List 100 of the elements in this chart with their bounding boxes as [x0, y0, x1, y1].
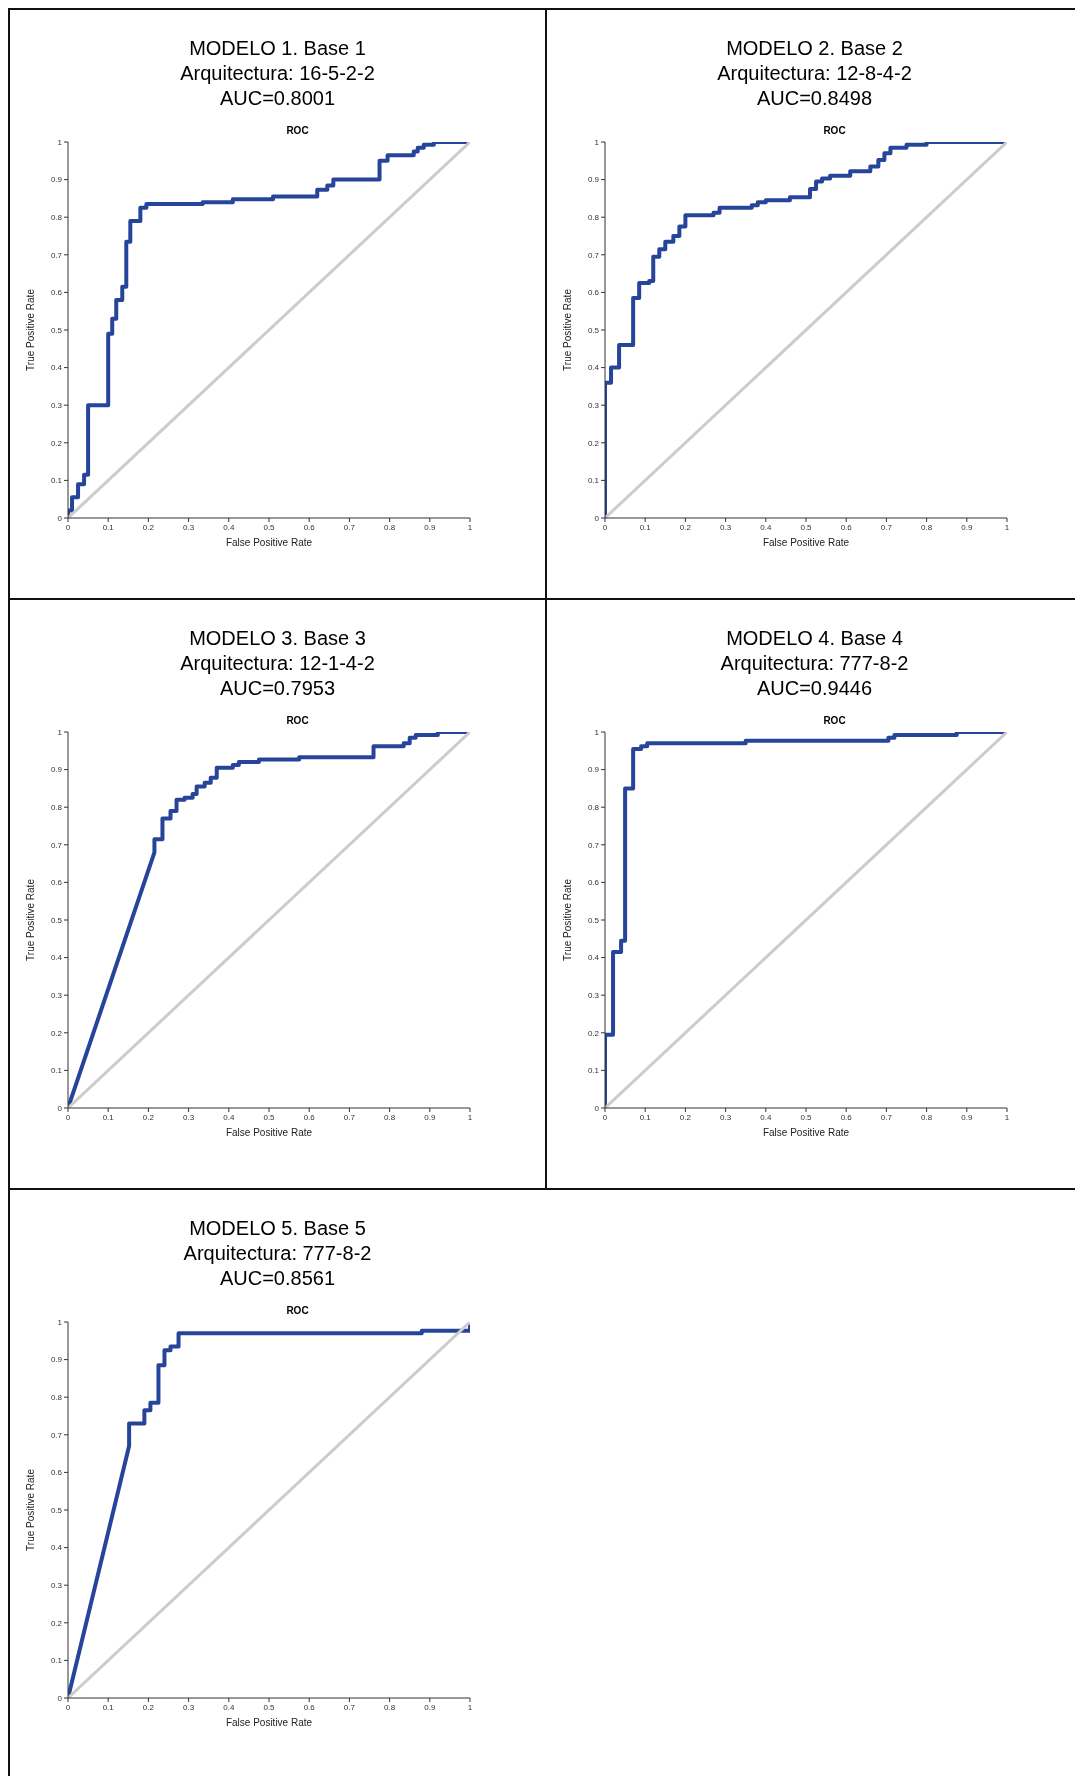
y-tick-label: 1 [57, 1317, 63, 1327]
x-tick-label: 1 [1004, 1112, 1010, 1122]
y-tick-label: 0.7 [587, 840, 600, 850]
y-tick-label: 0.1 [587, 1066, 600, 1076]
y-tick-label: 0.6 [587, 288, 600, 298]
y-axis-title: True Positive Rate [561, 288, 573, 371]
y-tick-label: 0.6 [587, 878, 600, 888]
y-axis-title: True Positive Rate [24, 1468, 36, 1551]
y-tick-label: 0.3 [50, 1581, 63, 1591]
y-tick-label: 0.2 [50, 1028, 63, 1038]
y-tick-label: 0.1 [50, 1656, 63, 1666]
x-tick-label: 0.2 [142, 1112, 155, 1122]
x-tick-label: 0.3 [720, 1112, 732, 1122]
y-tick-label: 0.5 [50, 915, 63, 925]
y-tick-label: 0.4 [50, 1543, 63, 1553]
y-tick-label: 1 [594, 727, 600, 737]
y-axis-title: True Positive Rate [561, 878, 573, 961]
text: AUC=0.8561 [218, 1266, 337, 1291]
x-tick-label: 0.9 [424, 1112, 436, 1122]
x-tick-label: 0.8 [921, 1112, 933, 1122]
x-tick-label: 0.2 [679, 1112, 692, 1122]
y-tick-label: 0.7 [50, 840, 63, 850]
y-tick-label: 0.5 [587, 915, 600, 925]
text: ROC [822, 125, 847, 136]
y-tick-label: 0.6 [50, 288, 63, 298]
y-tick-label: 0.2 [50, 1618, 63, 1628]
y-tick-label: 0.1 [50, 1066, 63, 1076]
chart-subtitle: Arquitectura: 777-8-2 [719, 651, 910, 676]
x-tick-label: 0.3 [183, 522, 195, 532]
chart-title: MODELO 2. Base 2 [725, 36, 904, 61]
y-tick-label: 0 [594, 513, 600, 523]
y-tick-label: 0.4 [50, 953, 63, 963]
y-tick-label: 0.5 [50, 325, 63, 335]
x-tick-label: 0 [65, 1702, 71, 1712]
y-tick-label: 0.6 [50, 878, 63, 888]
y-tick-label: 0.9 [50, 175, 63, 185]
y-tick-label: 0.8 [587, 803, 600, 813]
chart-title: MODELO 1. Base 1 [188, 36, 367, 61]
x-tick-label: 0.1 [102, 1702, 115, 1712]
x-tick-label: 0.1 [102, 1112, 115, 1122]
x-tick-label: 0.5 [263, 522, 276, 532]
x-tick-label: 0.1 [639, 522, 652, 532]
y-tick-label: 0.2 [587, 1028, 600, 1038]
x-tick-label: 0 [65, 522, 71, 532]
chart-subtitle: Arquitectura: 777-8-2 [182, 1241, 373, 1266]
x-tick-label: 0.3 [720, 522, 732, 532]
x-tick-label: 0.3 [183, 1112, 195, 1122]
x-tick-label: 0.6 [303, 1702, 316, 1712]
x-tick-label: 0.8 [921, 522, 933, 532]
x-tick-label: 1 [1004, 522, 1010, 532]
y-tick-label: 0.7 [50, 1430, 63, 1440]
y-tick-label: 0.2 [587, 438, 600, 448]
x-tick-label: 0 [65, 1112, 71, 1122]
x-tick-label: 0.2 [142, 1702, 155, 1712]
y-tick-label: 0.9 [587, 765, 600, 775]
x-tick-label: 0.8 [384, 522, 396, 532]
y-tick-label: 1 [594, 137, 600, 147]
y-tick-label: 0.4 [587, 363, 600, 373]
x-tick-label: 0.9 [961, 1112, 973, 1122]
x-tick-label: 0.5 [800, 522, 813, 532]
text: AUC=0.8001 [218, 86, 337, 111]
x-tick-label: 0.4 [760, 1112, 772, 1122]
chart-subtitle: Arquitectura: 12-8-4-2 [716, 61, 913, 86]
y-tick-label: 1 [57, 137, 63, 147]
y-tick-label: 0.9 [50, 765, 63, 775]
x-tick-label: 0.9 [961, 522, 973, 532]
x-tick-label: 0.2 [679, 522, 692, 532]
x-tick-label: 0.9 [424, 1702, 436, 1712]
y-tick-label: 0.8 [50, 213, 63, 223]
y-tick-label: 0.6 [50, 1468, 63, 1478]
x-tick-label: 0.6 [840, 1112, 853, 1122]
text: ROC [285, 1305, 310, 1316]
y-tick-label: 0.7 [587, 250, 600, 260]
y-tick-label: 0 [57, 1103, 63, 1113]
x-tick-label: 1 [467, 1112, 473, 1122]
x-tick-label: 0.5 [263, 1112, 276, 1122]
x-tick-label: 0.3 [183, 1702, 195, 1712]
x-tick-label: 0 [602, 1112, 608, 1122]
x-tick-label: 0.9 [424, 522, 436, 532]
x-tick-label: 0.7 [343, 522, 356, 532]
x-tick-label: 0.2 [142, 522, 155, 532]
x-tick-label: 0.6 [303, 1112, 316, 1122]
y-tick-label: 0 [594, 1103, 600, 1113]
x-tick-label: 0.8 [384, 1112, 396, 1122]
chart-subtitle: Arquitectura: 12-1-4-2 [179, 651, 376, 676]
y-tick-label: 1 [57, 727, 63, 737]
y-tick-label: 0.2 [50, 438, 63, 448]
x-tick-label: 1 [467, 1702, 473, 1712]
x-axis-title: False Positive Rate [225, 1717, 313, 1728]
x-tick-label: 0.5 [800, 1112, 813, 1122]
x-axis-title: False Positive Rate [762, 1127, 850, 1138]
x-tick-label: 0.4 [223, 1112, 235, 1122]
x-tick-label: 0.8 [384, 1702, 396, 1712]
text: AUC=0.8498 [755, 86, 874, 111]
x-tick-label: 0.5 [263, 1702, 276, 1712]
chart-title: MODELO 3. Base 3 [188, 626, 367, 651]
y-axis-title: True Positive Rate [24, 878, 36, 961]
text: ROC [285, 715, 310, 726]
x-tick-label: 0.4 [223, 522, 235, 532]
text: ROC [285, 125, 310, 136]
